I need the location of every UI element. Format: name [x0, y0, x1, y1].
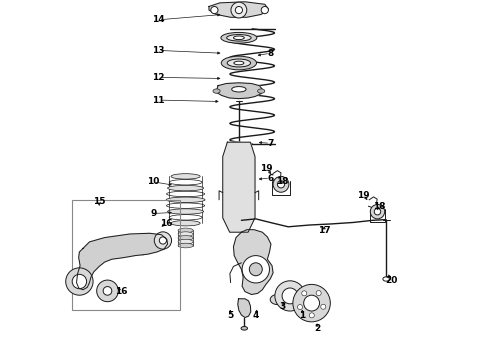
Text: 18: 18	[276, 177, 289, 186]
Bar	[72, 200, 180, 310]
Ellipse shape	[258, 89, 265, 93]
Text: 10: 10	[147, 177, 159, 186]
Ellipse shape	[213, 89, 220, 93]
Ellipse shape	[171, 220, 200, 226]
Circle shape	[261, 6, 269, 14]
Ellipse shape	[178, 239, 193, 244]
Circle shape	[321, 304, 326, 309]
Text: 1: 1	[299, 310, 306, 320]
Text: 16: 16	[115, 287, 127, 296]
Text: 17: 17	[318, 226, 331, 235]
Ellipse shape	[168, 185, 204, 191]
Circle shape	[249, 263, 262, 276]
Text: 7: 7	[267, 139, 273, 148]
Text: 2: 2	[314, 324, 320, 333]
Ellipse shape	[233, 36, 245, 40]
Text: 4: 4	[253, 310, 259, 320]
Circle shape	[211, 6, 218, 14]
Circle shape	[293, 284, 330, 322]
Ellipse shape	[178, 228, 193, 233]
Text: 15: 15	[93, 197, 105, 206]
Text: 13: 13	[152, 46, 165, 55]
Ellipse shape	[227, 59, 250, 67]
Ellipse shape	[168, 209, 204, 214]
Circle shape	[159, 237, 167, 244]
Ellipse shape	[178, 243, 193, 248]
Text: 20: 20	[385, 276, 397, 284]
Circle shape	[72, 274, 87, 289]
Text: 5: 5	[227, 310, 234, 320]
Circle shape	[231, 2, 247, 18]
Circle shape	[97, 280, 118, 302]
Circle shape	[302, 291, 307, 296]
Circle shape	[282, 288, 298, 304]
Polygon shape	[223, 142, 255, 232]
Polygon shape	[209, 2, 269, 17]
Ellipse shape	[270, 294, 285, 305]
Circle shape	[66, 268, 93, 295]
Polygon shape	[238, 299, 251, 318]
Text: 8: 8	[267, 49, 273, 58]
Ellipse shape	[166, 197, 205, 202]
Ellipse shape	[178, 236, 193, 240]
Polygon shape	[216, 83, 262, 99]
Circle shape	[297, 305, 302, 310]
Ellipse shape	[227, 35, 251, 41]
Circle shape	[309, 313, 314, 318]
Text: 19: 19	[358, 191, 370, 200]
Ellipse shape	[221, 56, 257, 70]
Ellipse shape	[232, 86, 246, 92]
Text: 18: 18	[373, 202, 385, 211]
Ellipse shape	[234, 61, 244, 65]
Text: 12: 12	[152, 73, 165, 82]
Text: 6: 6	[267, 174, 273, 183]
Circle shape	[242, 256, 270, 283]
Circle shape	[275, 281, 305, 311]
Ellipse shape	[383, 277, 390, 281]
Polygon shape	[233, 230, 273, 294]
Text: 3: 3	[280, 302, 286, 311]
Circle shape	[374, 208, 381, 215]
Polygon shape	[76, 233, 168, 290]
Circle shape	[103, 287, 112, 295]
Text: 11: 11	[152, 96, 165, 105]
Circle shape	[277, 181, 285, 188]
Circle shape	[235, 6, 243, 14]
Circle shape	[316, 291, 321, 296]
Ellipse shape	[221, 32, 257, 43]
Text: 19: 19	[260, 164, 273, 173]
Ellipse shape	[241, 327, 247, 330]
Ellipse shape	[178, 232, 193, 237]
Circle shape	[273, 176, 289, 192]
Text: 16: 16	[160, 219, 172, 228]
Text: 14: 14	[152, 15, 165, 24]
Circle shape	[154, 232, 171, 249]
Ellipse shape	[171, 174, 200, 179]
Text: 9: 9	[150, 209, 156, 218]
Circle shape	[370, 204, 385, 219]
Circle shape	[304, 295, 319, 311]
